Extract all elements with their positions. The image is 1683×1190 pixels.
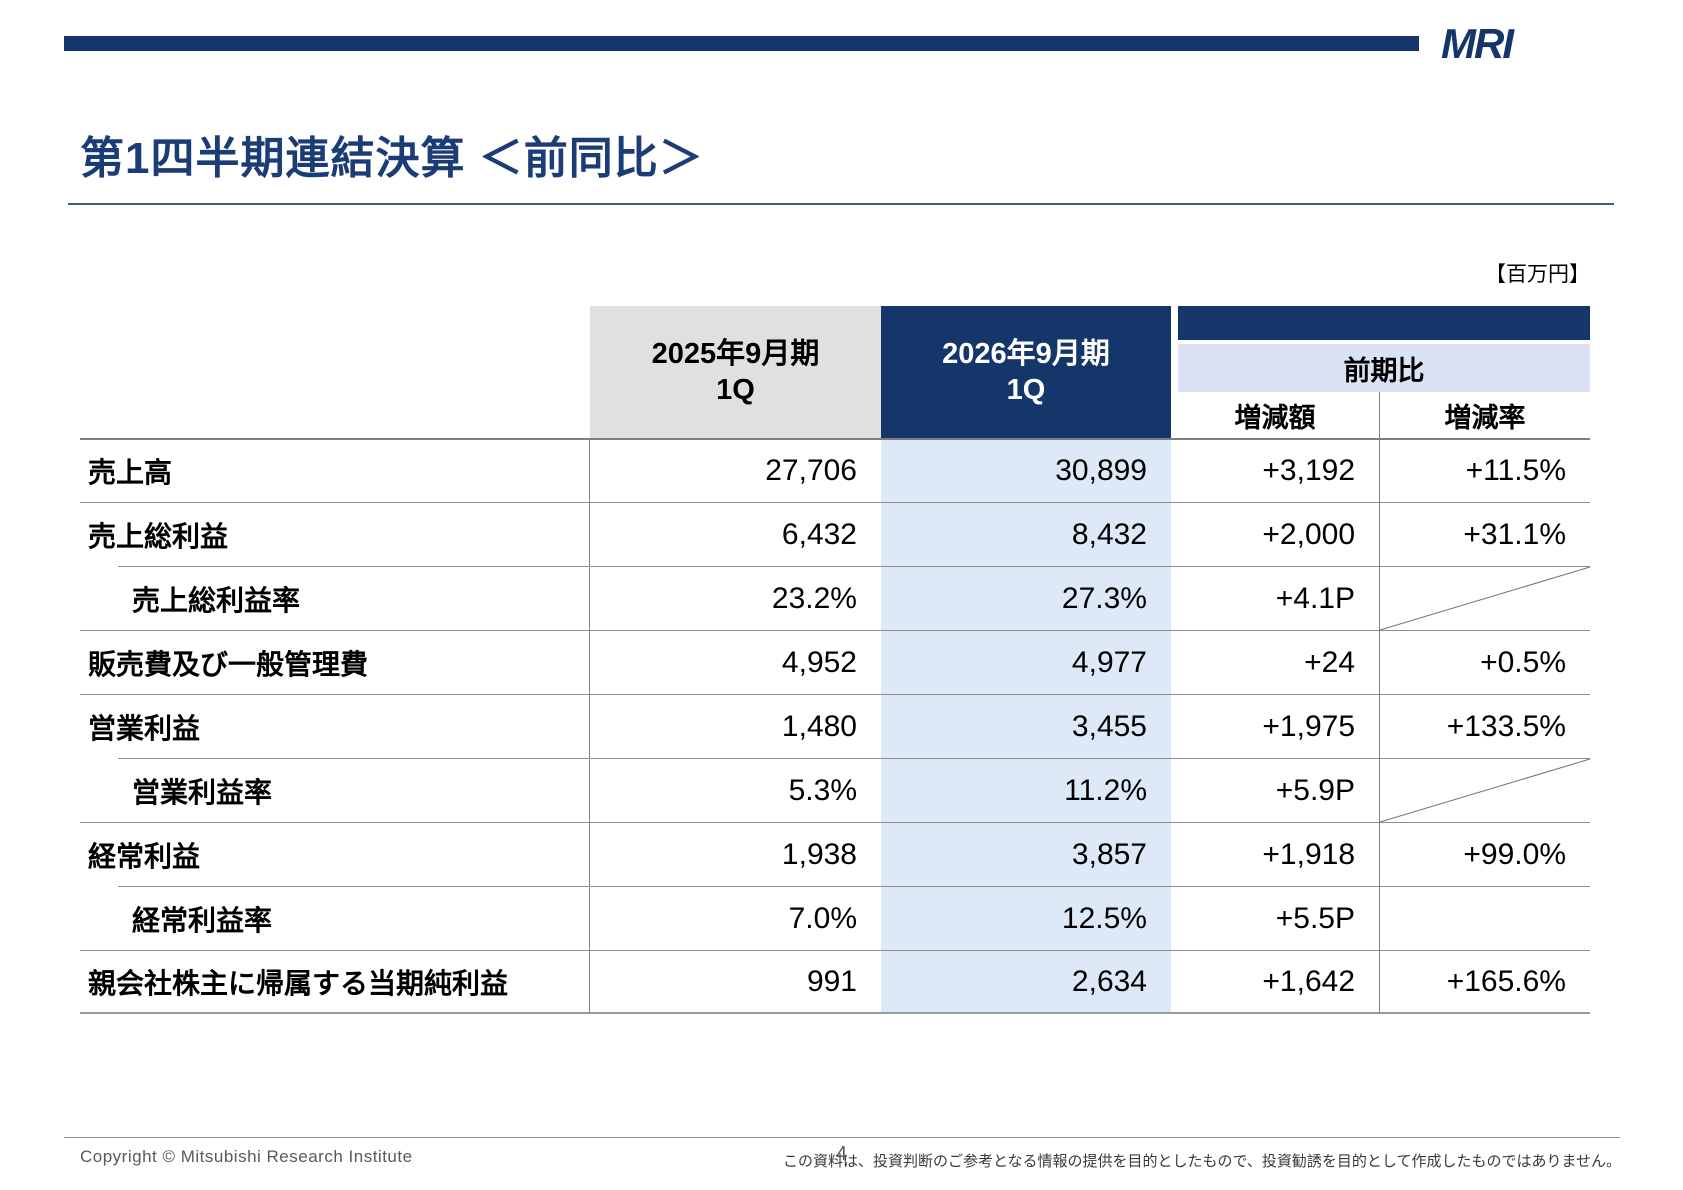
change-amount-cell: +3,192 xyxy=(1171,438,1380,502)
copyright-text: Copyright © Mitsubishi Research Institut… xyxy=(80,1147,413,1166)
row-label: 売上高 xyxy=(80,438,590,502)
prev-value-cell: 4,952 xyxy=(590,630,881,694)
change-rate-cell xyxy=(1380,758,1590,822)
current-value-cell: 27.3% xyxy=(881,566,1171,630)
top-accent-bar xyxy=(64,36,1419,51)
prev-value-cell: 991 xyxy=(590,950,881,1014)
row-label: 親会社株主に帰属する当期純利益 xyxy=(80,950,590,1014)
footer-divider xyxy=(64,1137,1620,1138)
change-amount-cell: +24 xyxy=(1171,630,1380,694)
current-value-cell: 4,977 xyxy=(881,630,1171,694)
page-number: 4 xyxy=(835,1143,848,1165)
column-header-prev-period: 2025年9月期 1Q xyxy=(590,306,881,438)
change-amount-cell: +1,642 xyxy=(1171,950,1380,1014)
change-rate-cell: +31.1% xyxy=(1380,502,1590,566)
current-value-cell: 2,634 xyxy=(881,950,1171,1014)
row-label: 営業利益率 xyxy=(80,758,590,822)
prev-value-cell: 7.0% xyxy=(590,886,881,950)
page-title: 第1四半期連結決算 ＜前同比＞ xyxy=(80,134,704,183)
change-amount-cell: +4.1P xyxy=(1171,566,1380,630)
current-value-cell: 3,455 xyxy=(881,694,1171,758)
change-amount-cell: +5.5P xyxy=(1171,886,1380,950)
title-divider xyxy=(68,203,1614,205)
unit-label: 【百万円】 xyxy=(1485,263,1590,286)
row-label: 経常利益率 xyxy=(80,886,590,950)
change-rate-cell: +11.5% xyxy=(1380,438,1590,502)
table-row: 売上総利益率 23.2% 27.3% +4.1P xyxy=(80,566,1590,630)
change-amount-cell: +2,000 xyxy=(1171,502,1380,566)
prev-value-cell: 23.2% xyxy=(590,566,881,630)
table-row: 営業利益 1,480 3,455 +1,975 +133.5% xyxy=(80,694,1590,758)
change-rate-cell xyxy=(1380,566,1590,630)
results-table: 2025年9月期 1Q 2026年9月期 1Q 前期比 増減額 増減率 売上高 2… xyxy=(80,306,1590,1014)
change-rate-cell xyxy=(1380,886,1590,950)
prev-period-line1: 2025年9月期 xyxy=(651,337,820,370)
comparison-header-accent-strip xyxy=(1178,306,1590,340)
table-row: 売上総利益 6,432 8,432 +2,000 +31.1% xyxy=(80,502,1590,566)
mri-logo: MRI xyxy=(1441,20,1514,67)
diagonal-slash-line xyxy=(1380,567,1590,630)
change-amount-cell: +1,975 xyxy=(1171,694,1380,758)
column-header-comparison-group: 前期比 xyxy=(1178,344,1590,392)
current-value-cell: 12.5% xyxy=(881,886,1171,950)
change-rate-cell: +99.0% xyxy=(1380,822,1590,886)
current-period-line1: 2026年9月期 xyxy=(942,337,1110,370)
change-rate-cell: +0.5% xyxy=(1380,630,1590,694)
row-label: 販売費及び一般管理費 xyxy=(80,630,590,694)
current-value-cell: 11.2% xyxy=(881,758,1171,822)
table-row: 親会社株主に帰属する当期純利益 991 2,634 +1,642 +165.6% xyxy=(80,950,1590,1014)
change-amount-cell: +1,918 xyxy=(1171,822,1380,886)
prev-value-cell: 1,480 xyxy=(590,694,881,758)
row-label: 営業利益 xyxy=(80,694,590,758)
prev-value-cell: 1,938 xyxy=(590,822,881,886)
table-row: 経常利益 1,938 3,857 +1,918 +99.0% xyxy=(80,822,1590,886)
prev-value-cell: 6,432 xyxy=(590,502,881,566)
diagonal-slash-line xyxy=(1380,759,1590,822)
current-value-cell: 3,857 xyxy=(881,822,1171,886)
column-header-change-amount: 増減額 xyxy=(1171,392,1380,438)
prev-period-line2: 1Q xyxy=(716,374,755,406)
disclaimer-text: この資料は、投資判断のご参考となる情報の提供を目的としたもので、投資勧誘を目的と… xyxy=(782,1153,1621,1170)
row-label: 売上総利益率 xyxy=(80,566,590,630)
change-rate-cell: +165.6% xyxy=(1380,950,1590,1014)
row-label: 経常利益 xyxy=(80,822,590,886)
prev-value-cell: 5.3% xyxy=(590,758,881,822)
table-row: 営業利益率 5.3% 11.2% +5.9P xyxy=(80,758,1590,822)
change-amount-cell: +5.9P xyxy=(1171,758,1380,822)
table-row: 経常利益率 7.0% 12.5% +5.5P xyxy=(80,886,1590,950)
column-header-current-period: 2026年9月期 1Q xyxy=(881,306,1171,438)
change-rate-cell: +133.5% xyxy=(1380,694,1590,758)
table-row: 売上高 27,706 30,899 +3,192 +11.5% xyxy=(80,438,1590,502)
prev-value-cell: 27,706 xyxy=(590,438,881,502)
current-period-line2: 1Q xyxy=(1006,374,1046,406)
current-value-cell: 8,432 xyxy=(881,502,1171,566)
column-header-change-rate: 増減率 xyxy=(1444,402,1526,433)
table-row: 販売費及び一般管理費 4,952 4,977 +24 +0.5% xyxy=(80,630,1590,694)
table-body: 売上高 27,706 30,899 +3,192 +11.5% 売上総利益 6,432 8,4… xyxy=(80,438,1590,1014)
current-value-cell: 30,899 xyxy=(881,438,1171,502)
table-header: 2025年9月期 1Q 2026年9月期 1Q 前期比 増減額 増減率 xyxy=(80,306,1590,438)
row-label: 売上総利益 xyxy=(80,502,590,566)
